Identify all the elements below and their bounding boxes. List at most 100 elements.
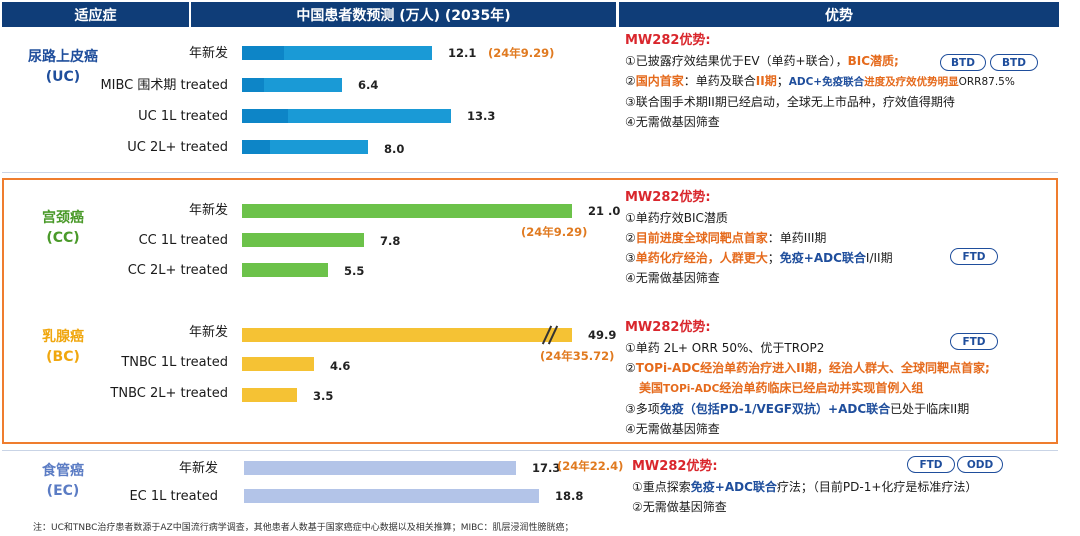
disease-cc-name: 宫颈癌 (42, 210, 84, 226)
adv-text: 单药化疗经治，人群更大 (635, 251, 768, 265)
cc-note: (24年9.29) (521, 225, 588, 239)
bar-fill (242, 204, 572, 218)
highlight-frame (2, 178, 1058, 444)
adv-text: 进度及疗效优势明显 (864, 76, 959, 88)
adv-text: ； (767, 251, 780, 265)
cc-row-label: CC 2L+ treated (127, 263, 228, 278)
adv-bc-line2: ②TOPi-ADC经治单药治疗进入II期，经治人群大、全球同靶点首家; (625, 358, 990, 378)
disease-uc: 尿路上皮癌 (UC) (8, 47, 118, 87)
btd-badge: BTD (940, 54, 986, 71)
header-advantage: 优势 (619, 2, 1059, 27)
uc-value: 13.3 (467, 109, 496, 123)
disease-ec-abbr: (EC) (46, 483, 80, 499)
adv-text: 经治单药临床已经启动并实现首例入组 (719, 381, 924, 395)
adv-text: II期 (755, 74, 777, 88)
adv-cc-line3: ③单药化疗经治，人群更大；免疫+ADC联合I/II期 (625, 248, 893, 268)
disease-ec: 食管癌 (EC) (8, 461, 118, 501)
advantage-uc: MW282优势: ①已披露疗效结果优于EV（单药+联合），BIC潜质; ②国内首… (625, 31, 1015, 132)
cc-bar (242, 263, 328, 277)
bc-value: 3.5 (313, 389, 334, 403)
adv-text: TOPi-ADC (663, 383, 720, 395)
uc-value: 8.0 (384, 142, 405, 156)
adv-text: 已处于临床II期 (890, 402, 970, 416)
adv-text: ② (625, 361, 636, 375)
bar-fill (242, 109, 451, 123)
bc-row-label: TNBC 1L treated (121, 355, 228, 370)
ec-bar (244, 489, 539, 503)
cc-row-label: CC 1L treated (138, 233, 228, 248)
header-advantage-label: 优势 (825, 7, 853, 24)
bar-accent (242, 78, 264, 92)
bar-fill (242, 78, 342, 92)
adv-text: ② (625, 74, 636, 88)
disease-ec-name: 食管癌 (42, 463, 84, 479)
bar-accent (242, 46, 284, 60)
uc-bar (242, 140, 368, 154)
adv-text: BIC潜质; (847, 54, 899, 68)
disease-bc-name: 乳腺癌 (42, 329, 84, 345)
cc-row-label: 年新发 (188, 203, 228, 218)
uc-row-label: 年新发 (188, 46, 228, 61)
ec-bar (244, 461, 516, 475)
uc-bar (242, 109, 451, 123)
uc-note: (24年9.29) (488, 46, 555, 60)
cc-bar (242, 233, 364, 247)
bc-bar (242, 388, 297, 402)
adv-text: 美国 (639, 381, 664, 395)
separator-uc (2, 172, 1058, 173)
advantage-cc: MW282优势: ①单药疗效BIC潜质 ②目前进度全球同靶点首家：单药III期 … (625, 188, 893, 288)
disease-cc: 宫颈癌 (CC) (8, 208, 118, 248)
adv-cc-line2: ②目前进度全球同靶点首家：单药III期 (625, 228, 893, 248)
odd-badge: ODD (957, 456, 1003, 473)
adv-text: 免疫+ADC联合 (690, 480, 777, 494)
adv-uc-line4: ④无需做基因筛查 (625, 115, 720, 129)
adv-text: 免疫 (659, 402, 684, 416)
disease-uc-abbr: (UC) (45, 69, 81, 85)
bar-accent (242, 109, 288, 123)
cc-value: 21 .0 (588, 204, 621, 218)
bar-fill (242, 388, 297, 402)
bc-row-label: TNBC 2L+ treated (110, 386, 228, 401)
uc-bar (242, 46, 432, 60)
adv-text: ORR87.5% (958, 76, 1015, 88)
uc-row-label: UC 2L+ treated (127, 140, 228, 155)
bar-fill (242, 328, 572, 342)
adv-text: ③ (625, 251, 636, 265)
advantage-ec: MW282优势: ①重点探索免疫+ADC联合疗法；（目前PD-1+化疗是标准疗法… (632, 457, 977, 517)
bc-row-label: 年新发 (188, 325, 228, 340)
ec-value: 18.8 (555, 489, 584, 503)
disease-uc-name: 尿路上皮癌 (28, 49, 98, 65)
adv-uc-line2: ②国内首家：单药及联合II期；ADC+免疫联合进度及疗效优势明显ORR87.5% (625, 71, 1015, 92)
bc-note: (24年35.72) (540, 349, 615, 363)
adv-text: ③多项 (625, 402, 660, 416)
adv-text: ①已披露疗效结果优于EV（单药+联合）， (625, 54, 848, 68)
adv-text: ：单药III期 (767, 231, 827, 245)
ftd-badge: FTD (950, 333, 998, 350)
ftd-badge: FTD (907, 456, 955, 473)
adv-text: I/II期 (865, 251, 893, 265)
adv-ec-line2: ②无需做基因筛查 (632, 500, 727, 514)
uc-row-label: UC 1L treated (138, 109, 228, 124)
uc-value: 12.1 (448, 46, 477, 60)
adv-bc-line1: ①单药 2L+ ORR 50%、优于TROP2 (625, 341, 825, 355)
adv-cc-title: MW282优势: (625, 190, 711, 205)
disease-bc-abbr: (BC) (46, 349, 80, 365)
header-indication: 适应症 (2, 2, 189, 27)
uc-bar (242, 78, 342, 92)
bar-accent (242, 140, 270, 154)
bar-fill (242, 46, 432, 60)
btd-badge: BTD (990, 54, 1038, 71)
adv-bc-line4: ③多项免疫（包括PD-1/VEGF双抗）+ADC联合已处于临床II期 (625, 399, 990, 419)
adv-text: ； (776, 74, 789, 88)
adv-text: 目前进度全球同靶点首家 (635, 231, 768, 245)
disease-bc: 乳腺癌 (BC) (8, 327, 118, 367)
bar-fill (242, 140, 368, 154)
adv-uc-line3: ③联合围手术期II期已经启动，全球无上市品种，疗效值得期待 (625, 95, 955, 109)
adv-text: 疗法；（目前PD-1+化疗是标准疗法） (776, 480, 978, 494)
adv-uc-line1: ①已披露疗效结果优于EV（单药+联合），BIC潜质; (625, 51, 1015, 71)
ec-row-label: 年新发 (178, 461, 218, 476)
advantage-bc: MW282优势: ①单药 2L+ ORR 50%、优于TROP2 ②TOPi-A… (625, 318, 990, 439)
cc-bar (242, 204, 572, 218)
cc-value: 5.5 (344, 264, 365, 278)
bar-fill (244, 489, 539, 503)
